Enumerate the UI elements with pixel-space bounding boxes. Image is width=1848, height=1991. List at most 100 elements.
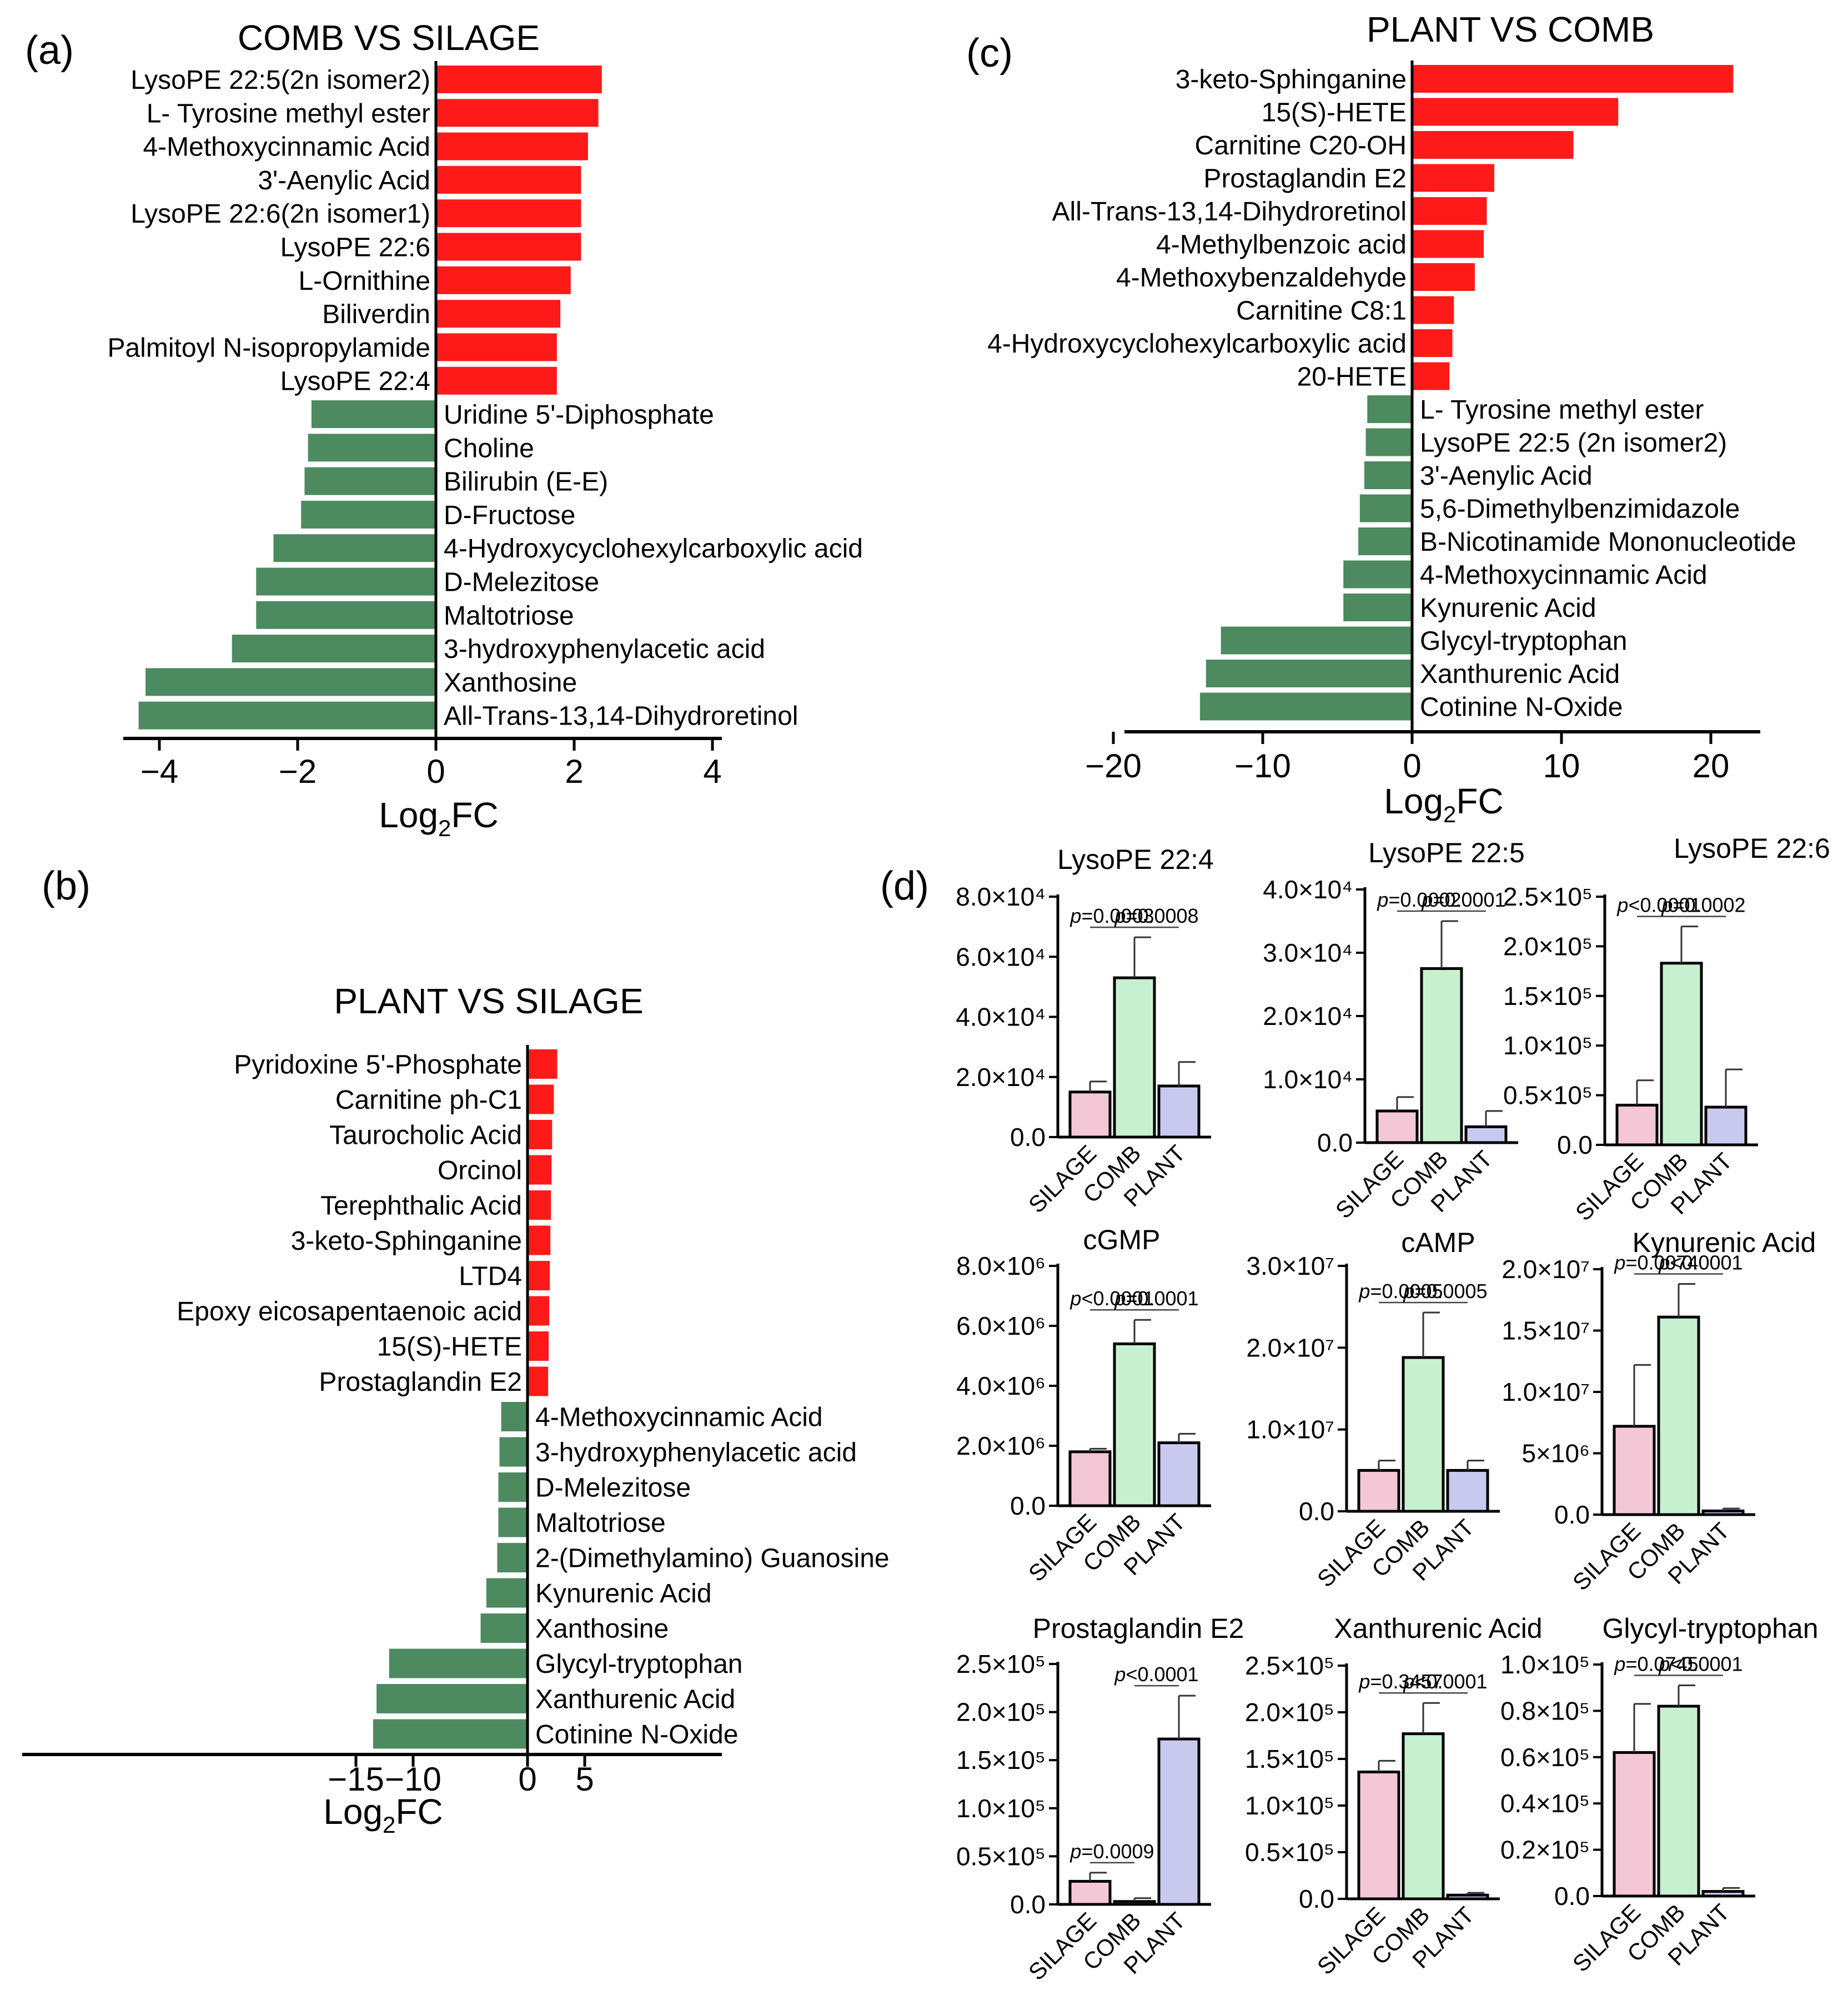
category-label: 3-keto-Sphinganine bbox=[291, 1226, 522, 1256]
x-tick-label: 0 bbox=[426, 753, 445, 790]
chart-title: cGMP bbox=[1083, 1224, 1161, 1255]
y-tick-label: 3.0×10⁴ bbox=[1263, 938, 1353, 967]
x-tick-label: 10 bbox=[1543, 747, 1580, 785]
bar-carnitine-c20-oh bbox=[1412, 131, 1574, 159]
pvalue-label: p=0.0003 bbox=[1069, 904, 1154, 927]
x-tick-label: −2 bbox=[279, 753, 317, 790]
x-tick-label: 4 bbox=[703, 753, 721, 790]
y-tick-label: 5×10⁶ bbox=[1521, 1439, 1590, 1468]
bar-silage bbox=[1357, 1771, 1400, 1900]
category-label: 4-Methoxycinnamic Acid bbox=[1420, 561, 1708, 590]
category-label: Xanthurenic Acid bbox=[535, 1685, 735, 1715]
y-tick-label: 2.5×10⁵ bbox=[956, 1650, 1046, 1678]
bar-comb bbox=[1657, 1705, 1700, 1898]
bar-lysope-22-5-2n-isomer2 bbox=[436, 66, 602, 93]
y-tick-label: 8.0×10⁴ bbox=[956, 882, 1046, 911]
x-tick-label: −10 bbox=[385, 1761, 441, 1798]
y-tick-label: 2.5×10⁵ bbox=[1503, 882, 1593, 911]
category-label: Terephthalic Acid bbox=[320, 1191, 522, 1221]
bar-d-fructose bbox=[301, 500, 436, 529]
category-label: 4-Methoxycinnamic Acid bbox=[535, 1403, 823, 1432]
bar-bilirubin-e-e bbox=[304, 467, 436, 495]
pvalue-label: p=0.0745 bbox=[1614, 1653, 1698, 1676]
category-label: B-Nicotinamide Mononucleotide bbox=[1420, 527, 1796, 557]
bar-carnitine-ph-c1 bbox=[528, 1084, 554, 1114]
bar-5-6-dimethylbenzimidazole bbox=[1359, 494, 1412, 522]
bar-2-dimethylamino-guanosine bbox=[497, 1543, 528, 1572]
category-label: LysoPE 22:5 (2n isomer2) bbox=[1420, 429, 1727, 458]
bar-3-aenylic-acid bbox=[436, 165, 581, 194]
panel-label: (d) bbox=[880, 864, 929, 908]
bar-4-methoxybenzaldehyde bbox=[1412, 263, 1475, 291]
y-tick-label: 2.0×10⁴ bbox=[1263, 1002, 1353, 1030]
bar-d-melezitose bbox=[256, 567, 436, 596]
y-tick-label: 0.0 bbox=[1010, 1491, 1046, 1520]
panel-label: (c) bbox=[966, 31, 1013, 76]
category-label: 4-Methoxycinnamic Acid bbox=[143, 133, 430, 162]
bar-plant bbox=[1157, 1737, 1201, 1906]
category-label: Prostaglandin E2 bbox=[1203, 164, 1407, 194]
category-label: D-Melezitose bbox=[535, 1474, 691, 1503]
bar-cotinine-n-oxide bbox=[1200, 692, 1412, 721]
y-tick-label: 1.0×10⁵ bbox=[956, 1794, 1046, 1823]
bar-plant bbox=[1701, 1890, 1745, 1898]
bar-lysope-22-6-2n-isomer1 bbox=[436, 199, 581, 228]
bar-silage bbox=[1613, 1751, 1656, 1898]
bar-biliverdin bbox=[436, 300, 561, 328]
y-tick-label: 1.0×10⁷ bbox=[1502, 1377, 1590, 1406]
bar-xanthosine bbox=[145, 668, 436, 696]
x-axis-label: Log2FC bbox=[323, 1792, 443, 1838]
bar-silage bbox=[1357, 1469, 1400, 1513]
category-label: Epoxy eicosapentaenoic acid bbox=[177, 1297, 522, 1326]
pvalue-label: p=0.0005 bbox=[1358, 1280, 1443, 1303]
pvalue-label: p=0.0074 bbox=[1614, 1251, 1698, 1274]
category-label: Xanthosine bbox=[444, 668, 577, 697]
category-label: LysoPE 22:4 bbox=[280, 367, 430, 396]
chart-title: PLANT VS COMB bbox=[1367, 9, 1654, 49]
bar-silage bbox=[1375, 1109, 1419, 1144]
bar-plant bbox=[1701, 1509, 1745, 1516]
x-axis-label: Log2FC bbox=[1384, 781, 1503, 827]
category-label: Glycyl-tryptophan bbox=[1420, 627, 1627, 656]
hbar-chart-a: (a) COMB VS SILAGE LysoPE 22:5(2n isomer2)… bbox=[25, 18, 863, 841]
y-tick-label: 0.5×10⁵ bbox=[1245, 1838, 1334, 1867]
bar-plant bbox=[1157, 1441, 1201, 1507]
x-tick-label: −10 bbox=[1234, 747, 1291, 785]
pvalue-label: p=0.0009 bbox=[1069, 1840, 1154, 1863]
y-tick-label: 0.0 bbox=[1299, 1884, 1334, 1913]
x-tick-label: −4 bbox=[140, 753, 178, 790]
bar-4-methylbenzoic-acid bbox=[1412, 230, 1484, 258]
pvalue-label: p=0.0005 bbox=[1403, 1280, 1487, 1303]
bar-comb bbox=[1113, 1342, 1156, 1507]
y-tick-label: 0.4×10⁵ bbox=[1500, 1789, 1590, 1818]
y-tick-label: 2.0×10⁵ bbox=[956, 1698, 1046, 1727]
category-label: Taurocholic Acid bbox=[329, 1121, 522, 1150]
category-label: LTD4 bbox=[459, 1262, 522, 1291]
category-label: L- Tyrosine methyl ester bbox=[1420, 395, 1704, 425]
bar-chart-lysope-22-4: (d) LysoPE 22:4 0.0 2.0×10⁴ 4.0×10⁴ 6.0×10⁴ 8.… bbox=[880, 844, 1214, 1218]
bar-b-nicotinamide-mononucleotide bbox=[1358, 527, 1412, 555]
category-label: Maltotriose bbox=[444, 601, 574, 631]
bar-glycyl-tryptophan bbox=[389, 1648, 528, 1678]
bar-glycyl-tryptophan bbox=[1221, 626, 1412, 655]
y-tick-label: 0.6×10⁵ bbox=[1500, 1743, 1590, 1772]
y-tick-label: 2.0×10⁶ bbox=[956, 1431, 1046, 1460]
bar-silage bbox=[1068, 1450, 1112, 1507]
bar-plant bbox=[1446, 1469, 1489, 1513]
chart-title: cAMP bbox=[1401, 1227, 1475, 1258]
bar-comb bbox=[1660, 962, 1703, 1147]
bar-prostaglandin-e2 bbox=[528, 1366, 549, 1396]
bar-15-s-hete bbox=[528, 1331, 549, 1361]
bar-chart-cgmp: cGMP0.02.0×10⁶4.0×10⁶6.0×10⁶8.0×10⁶SILAG… bbox=[956, 1224, 1211, 1587]
category-label: 15(S)-HETE bbox=[1262, 98, 1407, 128]
bar-4-methoxycinnamic-acid bbox=[501, 1402, 528, 1431]
category-label: Kynurenic Acid bbox=[1420, 594, 1596, 623]
y-tick-label: 2.0×10⁵ bbox=[1503, 932, 1593, 961]
y-tick-label: 0.0 bbox=[1010, 1890, 1046, 1919]
chart-title: Kynurenic Acid bbox=[1633, 1227, 1816, 1258]
y-tick-label: 0.2×10⁵ bbox=[1500, 1836, 1590, 1864]
bar-20-hete bbox=[1412, 362, 1450, 390]
bar-lysope-22-4 bbox=[436, 366, 557, 395]
y-tick-label: 1.0×10⁷ bbox=[1246, 1415, 1334, 1444]
